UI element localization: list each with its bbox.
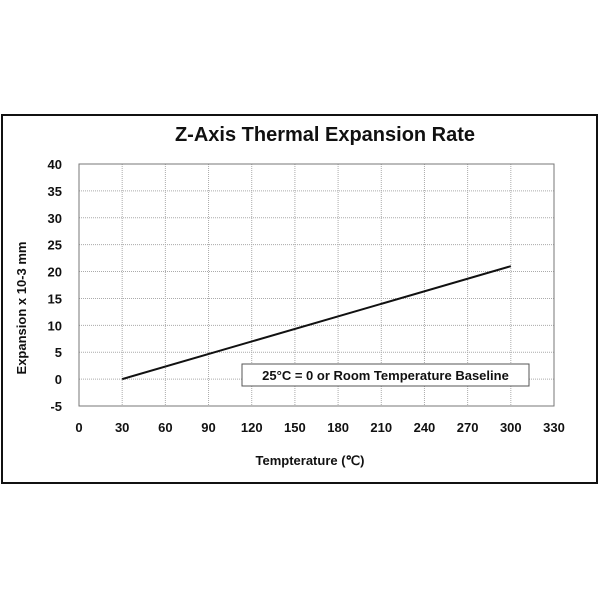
x-tick-label: 0 [75,420,82,435]
y-tick-label: 5 [55,345,62,360]
x-tick-label: 30 [115,420,129,435]
y-tick-label: 0 [55,372,62,387]
y-tick-label: -5 [50,399,62,414]
chart-frame [1,114,598,484]
chart-title: Z-Axis Thermal Expansion Rate [175,124,475,146]
y-tick-label: 10 [48,318,62,333]
x-tick-label: 210 [370,420,392,435]
x-tick-label: 120 [241,420,263,435]
annotation-box [241,363,530,387]
x-tick-label: 180 [327,420,349,435]
plot-area [78,163,555,407]
annotation-text: 25°C = 0 or Room Temperature Baseline [262,368,509,383]
y-tick-label: 30 [48,211,62,226]
x-tick-label: 240 [414,420,436,435]
x-tick-label: 60 [158,420,172,435]
grid [79,164,554,406]
y-tick-label: 20 [48,265,62,280]
x-tick-label: 270 [457,420,479,435]
y-tick-label: 25 [48,238,62,253]
y-axis-label: Expansion x 10-3 mm [14,242,29,375]
y-tick-label: 40 [48,157,62,172]
series [121,265,512,381]
series-line [121,265,512,381]
x-tick-label: 150 [284,420,306,435]
x-tick-label: 90 [201,420,215,435]
x-tick-labels: 0 30 60 90 120 150 180 210 240 270 300 330 [75,420,564,435]
x-axis-label: Tempterature (℃) [256,453,365,468]
x-tick-label: 330 [543,420,565,435]
y-tick-label: 35 [48,184,62,199]
y-tick-label: 15 [48,291,62,306]
y-tick-labels: -5 0 5 10 15 20 25 30 35 40 [48,157,62,414]
x-tick-label: 300 [500,420,522,435]
